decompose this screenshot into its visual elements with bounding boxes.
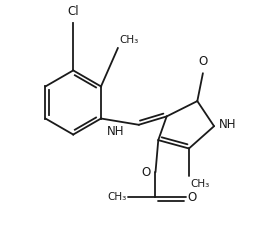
Text: Cl: Cl [67, 5, 79, 18]
Text: CH₃: CH₃ [190, 179, 209, 189]
Text: CH₃: CH₃ [119, 35, 139, 45]
Text: NH: NH [107, 125, 124, 138]
Text: NH: NH [219, 118, 237, 131]
Text: O: O [198, 55, 207, 68]
Text: O: O [188, 191, 197, 204]
Text: O: O [141, 166, 150, 179]
Text: CH₃: CH₃ [107, 192, 126, 202]
